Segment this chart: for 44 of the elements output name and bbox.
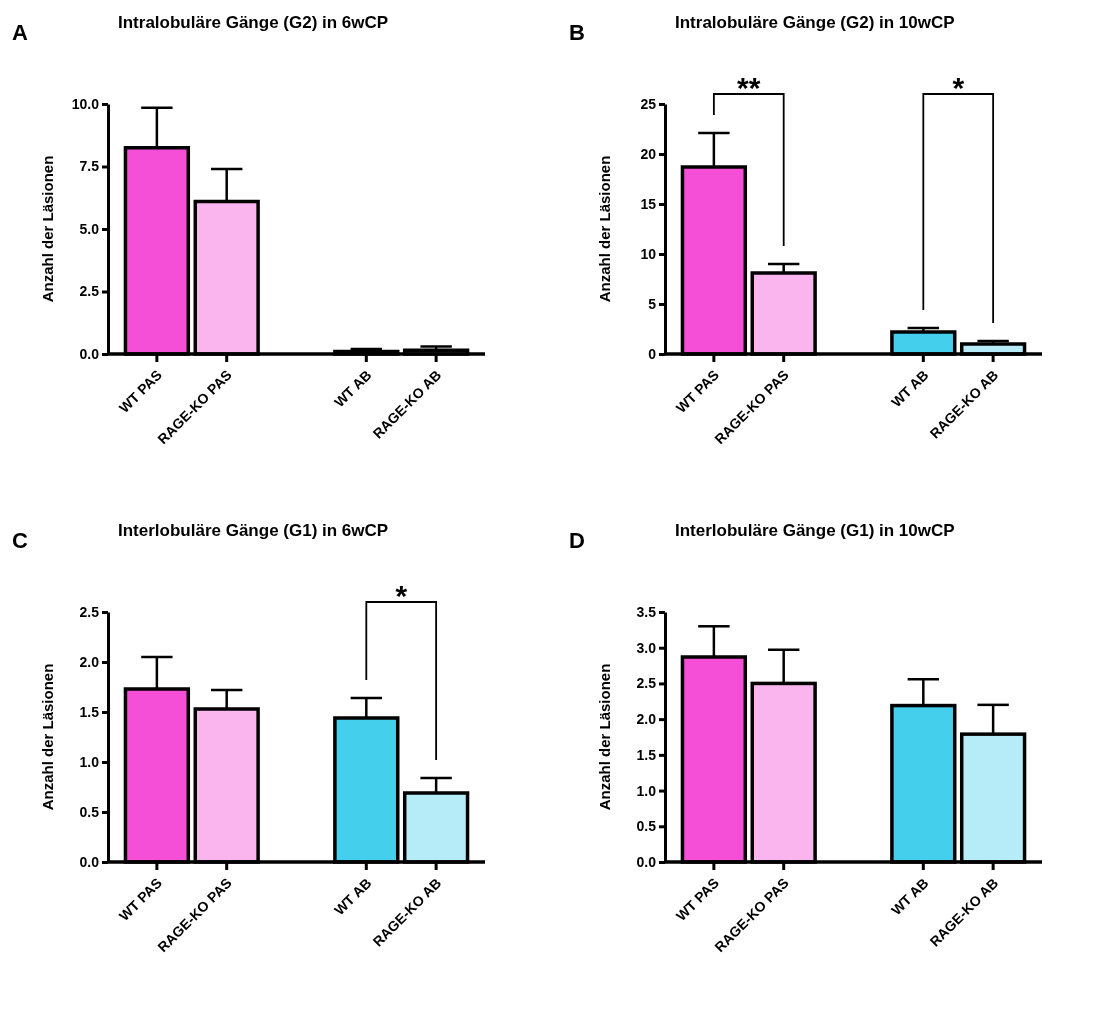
text: D: [569, 528, 585, 553]
y-tick-label: 0.0: [79, 853, 100, 870]
text: **: [737, 71, 761, 104]
y-tick-label: 5.0: [79, 220, 100, 237]
y-tick-label: 15: [640, 195, 657, 212]
y-tick-label: 2.0: [636, 711, 657, 728]
text: *: [395, 579, 408, 612]
x-tick-label: WT AB: [888, 874, 932, 919]
chart-title: Interlobuläre Gänge (G1) in 10wCP: [675, 521, 955, 540]
y-tick-label: 0.0: [636, 853, 657, 870]
y-axis-title: Anzahl der Läsionen: [596, 155, 613, 303]
y-axis-title: Anzahl der Läsionen: [596, 663, 613, 811]
y-tick-label: 25: [640, 95, 657, 112]
y-tick-label: 0.5: [79, 803, 100, 820]
x-tick-label: WT AB: [331, 366, 375, 411]
y-tick-label: 3.5: [636, 603, 657, 620]
chart-title: Intralobuläre Gänge (G2) in 6wCP: [118, 13, 389, 32]
y-tick-label: 7.5: [79, 158, 100, 175]
x-tick-label: WT AB: [331, 874, 375, 919]
y-tick-label: 10: [640, 245, 657, 262]
chart-title: Interlobuläre Gänge (G1) in 6wCP: [118, 521, 389, 540]
y-tick-label: 1.0: [79, 753, 100, 770]
y-tick-label: 0.0: [79, 345, 100, 362]
x-tick-label: WT AB: [888, 366, 932, 411]
text: C: [12, 528, 28, 553]
y-axis-title: Anzahl der Läsionen: [39, 155, 56, 303]
y-tick-label: 1.5: [79, 703, 100, 720]
y-axis-title: Anzahl der Läsionen: [39, 663, 56, 811]
y-tick-label: 1.5: [636, 746, 657, 763]
chart-title: Intralobuläre Gänge (G2) in 10wCP: [675, 13, 955, 32]
y-tick-label: 5: [648, 295, 657, 312]
y-tick-label: 0.5: [636, 818, 657, 835]
y-tick-label: 1.0: [636, 782, 657, 799]
text: B: [569, 20, 585, 45]
y-tick-label: 2.0: [79, 653, 100, 670]
y-tick-label: 2.5: [79, 283, 100, 300]
y-tick-label: 20: [640, 145, 657, 162]
y-tick-label: 2.5: [636, 675, 657, 692]
y-tick-label: 0: [648, 345, 657, 362]
y-tick-label: 2.5: [79, 603, 100, 620]
y-tick-label: 3.0: [636, 639, 657, 656]
y-tick-label: 10.0: [71, 95, 100, 112]
text: A: [12, 20, 28, 45]
text: *: [952, 71, 965, 104]
